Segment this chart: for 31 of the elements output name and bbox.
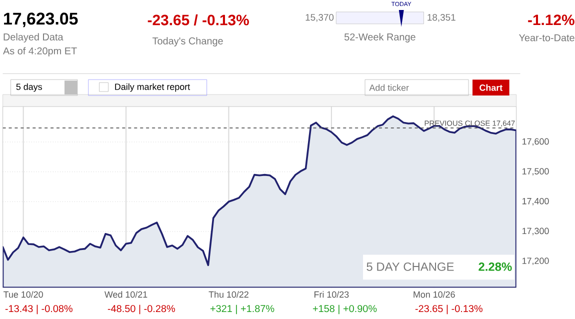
text: Chart <box>480 84 502 91</box>
text: Today's Change <box>152 36 223 46</box>
y-tick-label: 17,300 <box>522 228 549 235</box>
text: -23.65 / -0.13% <box>148 14 249 26</box>
text: 5 days <box>16 83 42 92</box>
x-tick-label: Thu 10/22 <box>208 290 248 298</box>
text: -48.50 | -0.28% <box>108 304 175 314</box>
y-tick-label: 17,600 <box>522 138 549 146</box>
x-tick-label: Wed 10/21 <box>104 290 148 298</box>
x-tick-label: Mon 10/26 <box>414 290 455 298</box>
text: Add ticker <box>369 84 409 91</box>
annotation: 2.28% <box>478 262 512 271</box>
x-tick-label: Tue 10/20 <box>4 290 43 298</box>
text: 17,623.05 <box>4 12 78 27</box>
text: 15,370 <box>306 14 334 22</box>
text: +321 | +1.87% <box>210 304 274 314</box>
text: Delayed Data <box>4 32 64 42</box>
text: -13.43 | -0.08% <box>5 304 72 314</box>
y-tick-label: 17,200 <box>522 257 549 265</box>
text: +158 | +0.90% <box>312 304 377 314</box>
x-tick-label: Fri 10/23 <box>314 290 349 298</box>
y-tick-label: 17,400 <box>522 198 549 206</box>
text: Year-to-Date <box>518 34 574 42</box>
annotation: 5 DAY CHANGE <box>366 262 454 271</box>
text: As of 4:20pm ET <box>3 46 77 56</box>
text: 52-Week Range <box>344 32 416 42</box>
text: -23.65 | -0.13% <box>415 304 482 314</box>
text: -1.12% <box>528 14 574 25</box>
text: Daily market report <box>115 83 190 92</box>
text: 18,351 <box>428 14 456 22</box>
y-tick-label: 17,500 <box>522 168 549 176</box>
